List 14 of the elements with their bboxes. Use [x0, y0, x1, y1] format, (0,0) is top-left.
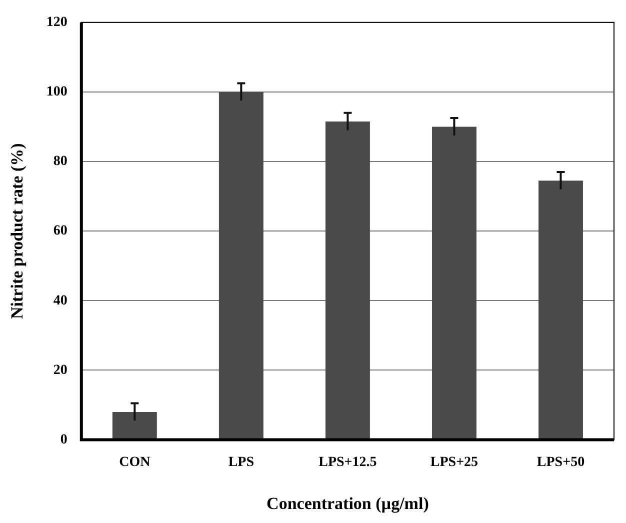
y-tick-label: 40 [53, 293, 68, 308]
x-tick-label: LPS+25 [430, 454, 478, 470]
x-tick-label: LPS+50 [536, 454, 585, 470]
y-tick-label: 120 [46, 15, 68, 30]
y-tick-label: 20 [53, 362, 68, 378]
y-tick-label: 100 [46, 84, 68, 100]
x-tick-label: CON [119, 454, 150, 470]
y-tick-label: 80 [53, 154, 68, 170]
y-axis-title: Nitrite product rate (%) [8, 143, 27, 319]
x-axis-title: Concentration (µg/ml) [266, 494, 429, 514]
y-tick-label: 60 [53, 224, 68, 239]
y-tick-label: 0 [60, 432, 68, 448]
x-tick-label: LPS [228, 454, 254, 470]
x-tick-label: LPS+12.5 [318, 454, 377, 470]
